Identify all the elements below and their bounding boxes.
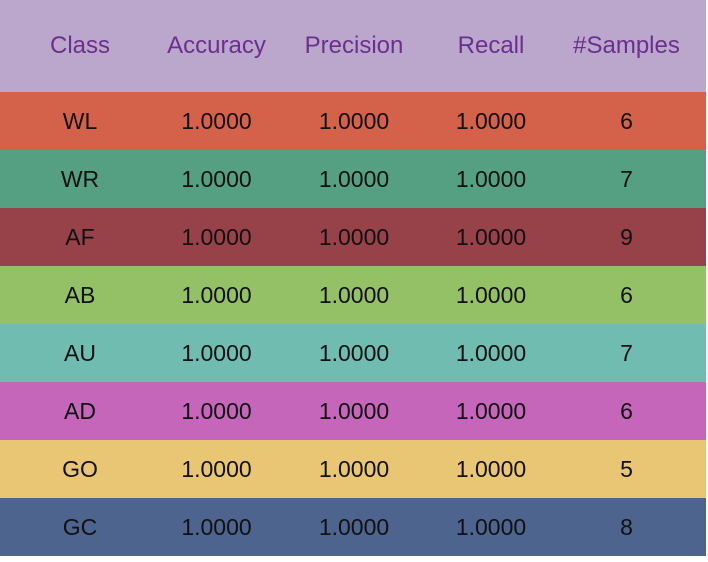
precision-cell: 1.0000	[318, 223, 390, 250]
table-row: AF 1.0000 1.0000 1.0000 9	[0, 208, 706, 266]
header-precision: Precision	[304, 32, 404, 59]
samples-cell: 7	[620, 165, 633, 192]
recall-cell: 1.0000	[455, 455, 527, 482]
accuracy-cell: 1.0000	[181, 455, 252, 482]
table-row: AU 1.0000 1.0000 1.0000 7	[0, 324, 706, 382]
precision-cell: 1.0000	[318, 165, 390, 192]
recall-cell: 1.0000	[455, 281, 527, 308]
samples-cell: 6	[620, 107, 633, 134]
accuracy-cell: 1.0000	[181, 165, 252, 192]
recall-cell: 1.0000	[455, 397, 527, 424]
header-accuracy: Accuracy	[167, 32, 266, 59]
samples-cell: 7	[620, 339, 633, 366]
accuracy-cell: 1.0000	[181, 513, 252, 540]
precision-cell: 1.0000	[318, 281, 390, 308]
precision-cell: 1.0000	[318, 513, 390, 540]
table-row: AB 1.0000 1.0000 1.0000 6	[0, 266, 706, 324]
header-samples: #Samples	[573, 32, 680, 59]
accuracy-cell: 1.0000	[181, 397, 252, 424]
class-cell: AB	[64, 281, 96, 308]
accuracy-cell: 1.0000	[181, 107, 252, 134]
accuracy-cell: 1.0000	[181, 339, 252, 366]
class-cell: AU	[64, 339, 96, 366]
precision-cell: 1.0000	[318, 107, 390, 134]
recall-cell: 1.0000	[455, 165, 527, 192]
precision-cell: 1.0000	[318, 455, 390, 482]
samples-cell: 9	[620, 223, 633, 250]
class-cell: GO	[62, 455, 98, 482]
table-row: WR 1.0000 1.0000 1.0000 7	[0, 150, 706, 208]
table-row: GO 1.0000 1.0000 1.0000 5	[0, 440, 706, 498]
table-row: GC 1.0000 1.0000 1.0000 8	[0, 498, 706, 556]
precision-cell: 1.0000	[318, 397, 390, 424]
accuracy-cell: 1.0000	[181, 281, 252, 308]
samples-cell: 8	[620, 513, 633, 540]
samples-cell: 6	[620, 397, 633, 424]
class-cell: GC	[62, 513, 98, 540]
precision-cell: 1.0000	[318, 339, 390, 366]
recall-cell: 1.0000	[455, 339, 527, 366]
accuracy-cell: 1.0000	[181, 223, 252, 250]
header-class: Class	[49, 32, 110, 59]
table-row: AD 1.0000 1.0000 1.0000 6	[0, 382, 706, 440]
header-recall: Recall	[457, 32, 525, 59]
samples-cell: 6	[620, 281, 633, 308]
recall-cell: 1.0000	[455, 513, 527, 540]
class-cell: AF	[65, 223, 95, 250]
class-cell: WR	[60, 165, 100, 192]
class-cell: AD	[64, 397, 96, 424]
table-row: WL 1.0000 1.0000 1.0000 6	[0, 92, 706, 150]
class-cell: WL	[62, 107, 98, 134]
samples-cell: 5	[620, 455, 633, 482]
recall-cell: 1.0000	[455, 107, 527, 134]
recall-cell: 1.0000	[455, 223, 527, 250]
table-header: Class Accuracy Precision Recall #Samples	[0, 0, 706, 92]
